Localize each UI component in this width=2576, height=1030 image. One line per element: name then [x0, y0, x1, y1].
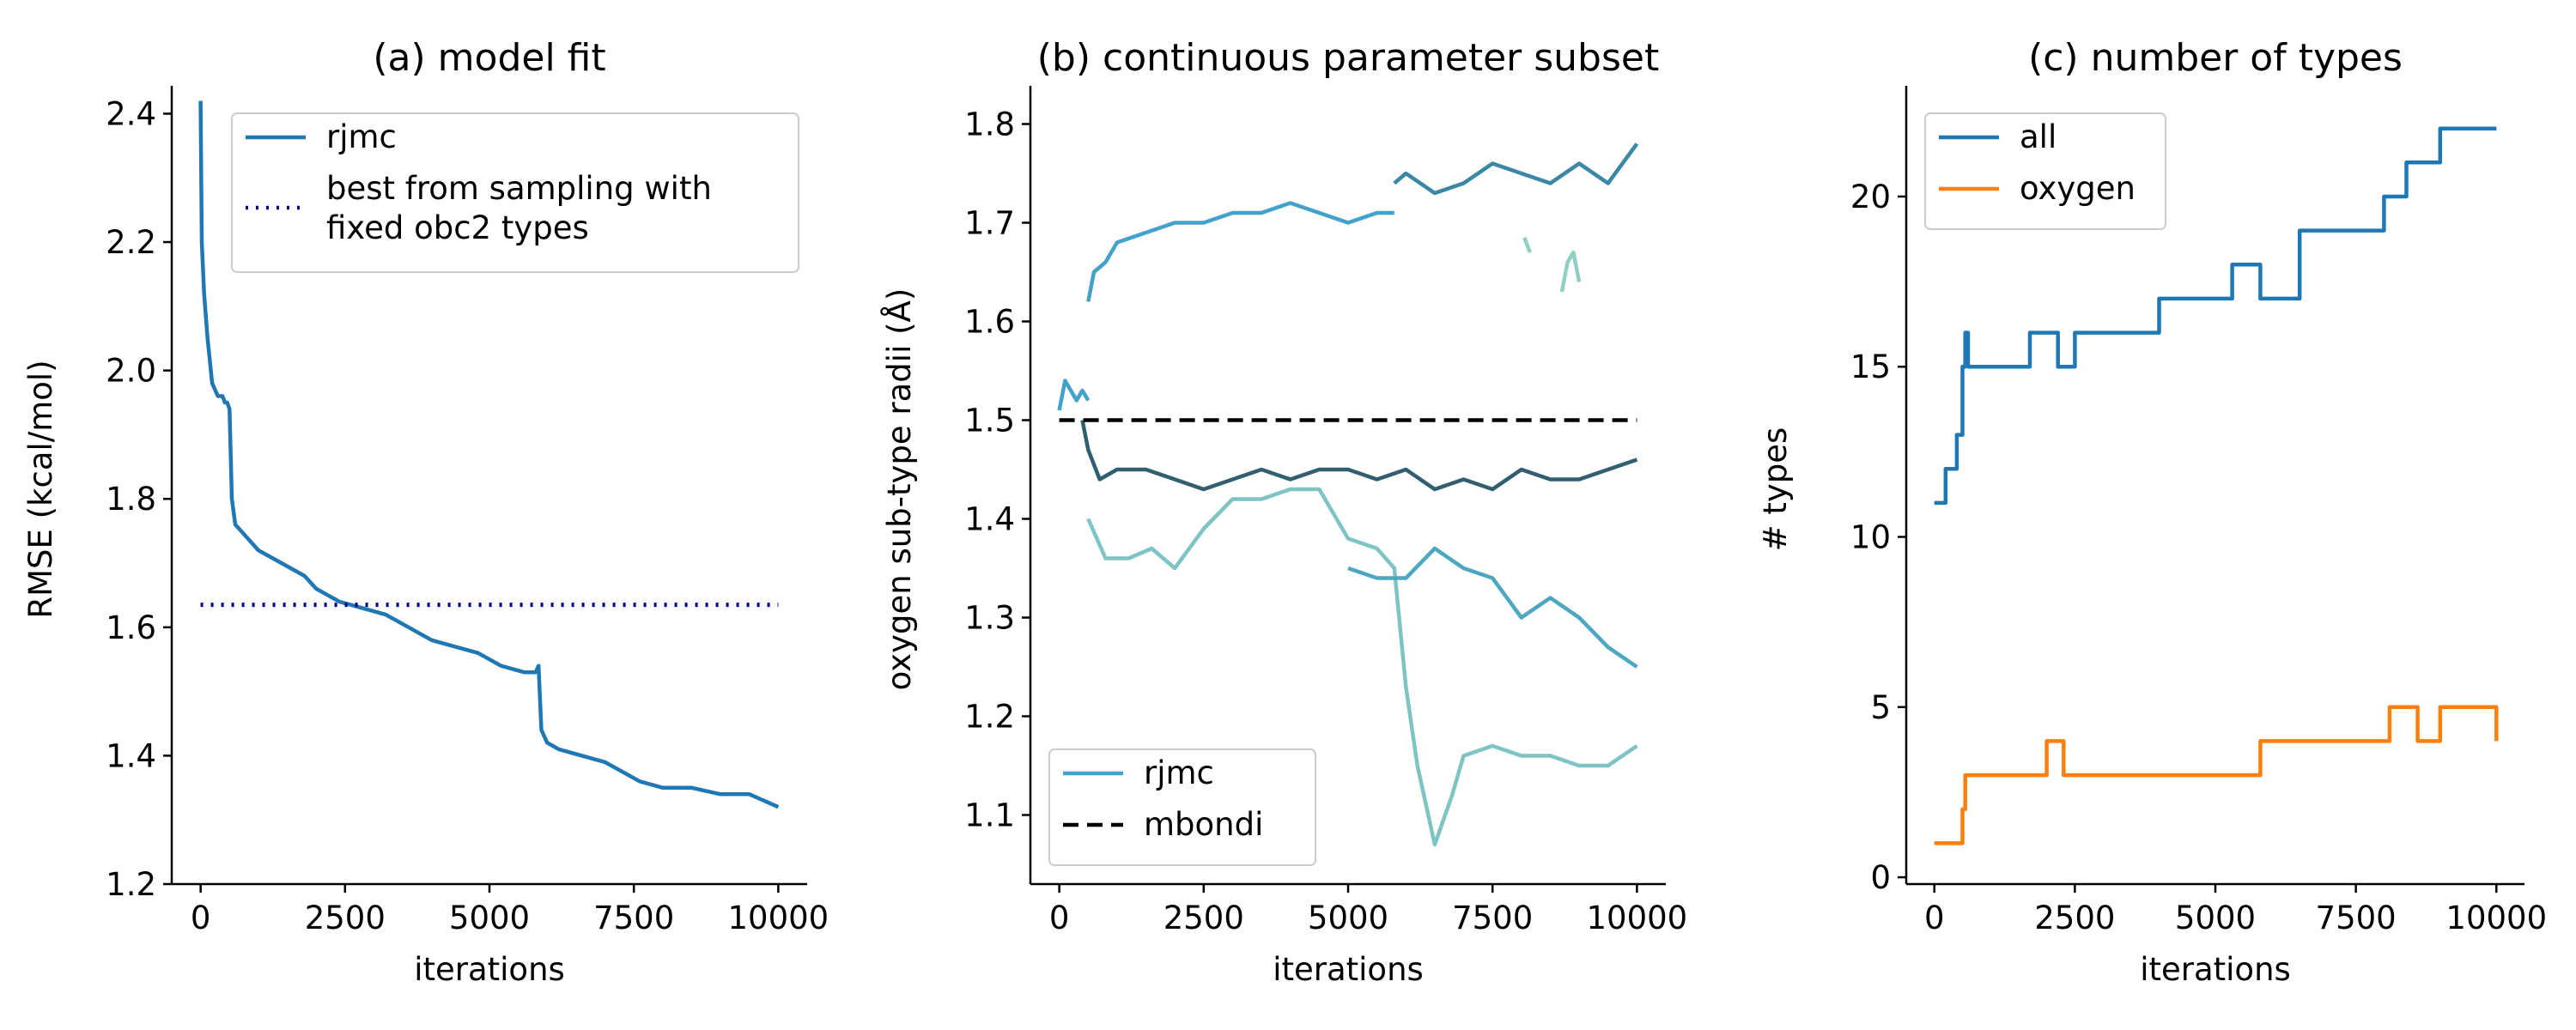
y-tick-label: 5 [1870, 689, 1891, 726]
x-tick-label: 0 [1049, 900, 1070, 936]
series-line-all-0 [1934, 126, 2497, 506]
series-line-series-3 [1080, 420, 1638, 492]
series-line-series-6 [1522, 236, 1532, 253]
y-tick-label: 1.4 [106, 737, 156, 774]
y-tick-label: 1.7 [964, 205, 1015, 242]
chart-title: (a) model fit [373, 36, 605, 80]
legend-label-mbondi: mbondi [1144, 806, 1263, 843]
y-tick-label: 1.1 [964, 797, 1015, 834]
x-tick-label: 10000 [1587, 900, 1688, 936]
x-tick-label: 5000 [1308, 900, 1388, 936]
legend: rjmc best from sampling with fixed obc2 ty… [231, 112, 799, 273]
y-tick-label: 2.0 [106, 353, 156, 390]
x-axis-label: iterations [2140, 951, 2291, 988]
series-line-oxygen-1 [1934, 705, 2499, 845]
y-tick-label: 2.4 [106, 95, 156, 132]
x-tick-label: 10000 [728, 900, 829, 936]
y-tick-label: 20 [1850, 179, 1891, 215]
x-tick-label: 7500 [2316, 900, 2397, 936]
y-tick-label: 1.2 [106, 866, 156, 903]
series-line-series-2 [1393, 142, 1639, 196]
x-tick-label: 5000 [2175, 900, 2256, 936]
y-tick-label: 1.6 [106, 609, 156, 646]
legend-label-all: all [2020, 118, 2057, 155]
legend-label-rjmc: rjmc [1144, 754, 1214, 791]
legend-frame [1924, 112, 2166, 230]
y-axis-label: # types [1757, 427, 1794, 552]
series-line-series-1 [1086, 201, 1394, 302]
y-tick-label: 1.5 [964, 403, 1015, 439]
y-tick-label: 15 [1850, 348, 1891, 385]
y-tick-label: 1.8 [964, 106, 1015, 143]
y-tick-label: 0 [1870, 859, 1891, 896]
x-tick-label: 10000 [2445, 900, 2547, 936]
y-tick-label: 2.2 [106, 224, 156, 261]
legend-label-rjmc: rjmc [326, 118, 397, 155]
series-line-series-4 [1086, 487, 1638, 847]
chart-panel-3: (c) number of types 0 2500 5000 7500 10000 0 5 1… [1757, 36, 2547, 988]
legend-label-oxygen: oxygen [2020, 170, 2136, 207]
x-tick-label: 7500 [1452, 900, 1533, 936]
y-tick-label: 1.3 [964, 600, 1015, 637]
x-tick-label: 5000 [449, 900, 530, 936]
x-tick-label: 2500 [1163, 900, 1244, 936]
legend-label-best-from-sampling-with-fixed-obc2-types: best from sampling with fixed obc2 types [326, 170, 712, 246]
x-axis-label: iterations [414, 951, 565, 988]
y-tick-label: 1.2 [964, 699, 1015, 736]
series-line-rjmc-0 [198, 100, 780, 809]
y-tick-label: 10 [1850, 519, 1891, 556]
x-tick-label: 0 [1924, 900, 1945, 936]
x-tick-label: 2500 [2034, 900, 2115, 936]
x-axis-label: iterations [1273, 951, 1424, 988]
x-tick-label: 2500 [305, 900, 386, 936]
series-line-series-5 [1347, 546, 1638, 669]
chart-panel-2: (b) continuous parameter subset 0 2500 5000… [880, 36, 1687, 988]
chart-title: (c) number of types [2028, 36, 2403, 80]
series-line-rjmc-0 [1057, 379, 1091, 411]
legend-frame [231, 112, 799, 273]
chart-title: (b) continuous parameter subset [1037, 36, 1659, 80]
y-axis-label: RMSE (kcal/mol) [22, 360, 59, 618]
legend-frame [1048, 748, 1316, 866]
y-tick-label: 1.8 [106, 481, 156, 518]
x-tick-label: 7500 [593, 900, 674, 936]
x-tick-label: 0 [191, 900, 211, 936]
chart-panel-1: (a) model fit 0 2500 5000 7500 10000 1.2 1.4 1.6… [22, 36, 829, 988]
y-axis-label: oxygen sub-type radii (Å) [880, 288, 918, 691]
y-tick-label: 1.6 [964, 304, 1015, 341]
series-line-series-7 [1559, 250, 1582, 293]
legend: rjmc mbondi [1048, 748, 1316, 866]
legend: all oxygen [1924, 112, 2166, 230]
y-tick-label: 1.4 [964, 501, 1015, 538]
